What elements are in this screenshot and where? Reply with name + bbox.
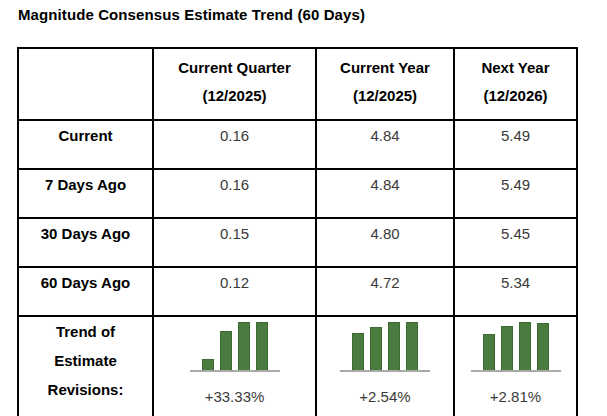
revision-bar — [483, 334, 495, 370]
estimate-value: 4.84 — [316, 169, 454, 218]
estimate-value: 4.72 — [316, 267, 454, 316]
estimate-value: 0.12 — [153, 267, 316, 316]
trend-cell-next-year: +2.81% — [454, 316, 577, 416]
revision-bar — [388, 322, 400, 370]
column-header-period: (12/2025) — [154, 82, 315, 110]
revision-bar — [202, 359, 214, 370]
row-label: 60 Days Ago — [18, 267, 153, 316]
estimate-value: 5.49 — [454, 120, 577, 169]
column-header-current-quarter: Current Quarter (12/2025) — [153, 48, 316, 120]
revision-bar — [370, 327, 382, 370]
estimate-value: 0.16 — [153, 120, 316, 169]
trend-label-line: Estimate — [19, 346, 152, 375]
revision-bar — [501, 326, 513, 370]
revision-bar — [220, 331, 232, 370]
row-label: 7 Days Ago — [18, 169, 153, 218]
revision-bar — [537, 323, 549, 370]
revision-bar — [406, 322, 418, 370]
estimate-trend-table: Current Quarter (12/2025) Current Year (… — [17, 47, 578, 416]
trend-label-line: Trend of — [19, 317, 152, 346]
table-row-trend-of-estimate-revisions: Trend of Estimate Revisions: +33.33% +2.… — [18, 316, 577, 416]
bar-group — [202, 322, 268, 370]
column-header-current-year: Current Year (12/2025) — [316, 48, 454, 120]
column-header-period: (12/2026) — [455, 82, 576, 110]
estimate-value: 0.15 — [153, 218, 316, 267]
estimate-value: 4.84 — [316, 120, 454, 169]
row-label: 30 Days Ago — [18, 218, 153, 267]
trend-row-label: Trend of Estimate Revisions: — [18, 316, 153, 416]
estimate-value: 4.80 — [316, 218, 454, 267]
column-header-line: Next Year — [455, 54, 576, 82]
table-header-row: Current Quarter (12/2025) Current Year (… — [18, 48, 577, 120]
estimate-value: 5.45 — [454, 218, 577, 267]
page-title: Magnitude Consensus Estimate Trend (60 D… — [18, 6, 365, 23]
revision-percent: +2.81% — [490, 388, 541, 405]
corner-cell — [18, 48, 153, 120]
revision-bar — [352, 333, 364, 370]
table-row-7-days-ago: 7 Days Ago 0.16 4.84 5.49 — [18, 169, 577, 218]
column-header-line: Current Quarter — [154, 54, 315, 82]
table-row-30-days-ago: 30 Days Ago 0.15 4.80 5.45 — [18, 218, 577, 267]
estimate-value: 0.16 — [153, 169, 316, 218]
revision-percent: +2.54% — [359, 388, 410, 405]
chart-baseline — [471, 370, 561, 372]
estimate-value: 5.49 — [454, 169, 577, 218]
revision-percent: +33.33% — [205, 388, 265, 405]
estimate-trend-widget: Magnitude Consensus Estimate Trend (60 D… — [0, 0, 607, 416]
bar-group — [352, 322, 418, 370]
trend-cell-current-year: +2.54% — [316, 316, 454, 416]
trend-label-line: Revisions: — [19, 375, 152, 404]
column-header-period: (12/2025) — [317, 82, 453, 110]
row-label: Current — [18, 120, 153, 169]
revision-bar — [519, 322, 531, 370]
chart-baseline — [190, 370, 280, 372]
bar-group — [483, 322, 549, 370]
revision-bar-chart: +2.81% — [455, 317, 576, 405]
revision-bar — [256, 322, 268, 370]
revision-bar — [238, 322, 250, 370]
table-row-current: Current 0.16 4.84 5.49 — [18, 120, 577, 169]
revision-bar-chart: +2.54% — [317, 317, 453, 405]
column-header-next-year: Next Year (12/2026) — [454, 48, 577, 120]
column-header-line: Current Year — [317, 54, 453, 82]
chart-baseline — [340, 370, 430, 372]
revision-bar-chart: +33.33% — [154, 317, 315, 405]
table-row-60-days-ago: 60 Days Ago 0.12 4.72 5.34 — [18, 267, 577, 316]
trend-cell-current-quarter: +33.33% — [153, 316, 316, 416]
estimate-value: 5.34 — [454, 267, 577, 316]
